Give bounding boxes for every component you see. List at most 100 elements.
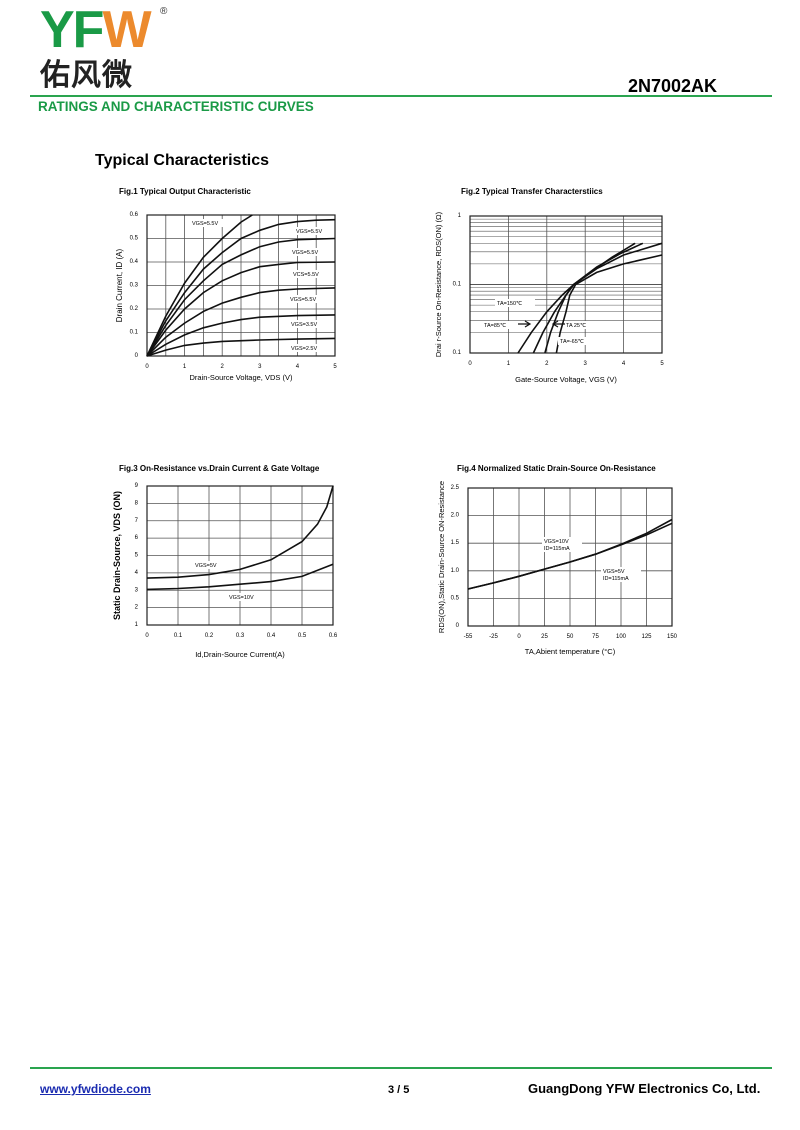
y-tick-label: 0: [456, 623, 460, 629]
series-label: VGS=5.5V: [290, 297, 316, 303]
brand-logo-chinese: 佑风微: [40, 59, 133, 92]
y-tick-label: 0.1: [130, 330, 139, 336]
label-background: [495, 299, 535, 307]
footer-divider: [30, 1067, 772, 1069]
x-tick-label: 0.6: [329, 633, 338, 639]
series-sublabel: ID=115mA: [544, 546, 570, 552]
series-sublabel: ID=115mA: [603, 576, 629, 582]
series-label: TA=85℃: [484, 323, 507, 329]
series-line: [555, 254, 663, 354]
y-tick-label: 1.5: [451, 540, 460, 546]
series-label: VGS=5.5V: [192, 221, 218, 227]
plot-frame: [146, 485, 334, 626]
x-tick-label: 100: [616, 634, 627, 640]
y-tick-label: 4: [135, 570, 139, 576]
x-tick-label: 0: [145, 633, 149, 639]
y-axis-label: Static Drain-Source, VDS (ON): [112, 491, 122, 620]
x-tick-label: 2: [221, 364, 225, 370]
y-tick-label: 0.3: [130, 283, 139, 289]
company-name: GuangDong YFW Electronics Co, Ltd.: [528, 1081, 761, 1096]
label-background: [193, 561, 233, 569]
x-axis-label: Gate-Source Voltage, VGS (V): [515, 375, 617, 384]
figure-title: Fig.4 Normalized Static Drain-Source On-…: [457, 464, 656, 473]
part-number: 2N7002AK: [628, 76, 718, 96]
series-label: TA=-65℃: [560, 339, 585, 345]
y-tick-label: 0.5: [451, 595, 460, 601]
series-label: VGS=5.5V: [296, 229, 322, 235]
series-label: VCS=5.5V: [293, 272, 319, 278]
x-tick-label: 1: [183, 364, 187, 370]
x-axis-label: Id,Drain-Source Current(A): [195, 650, 285, 659]
series-line: [146, 337, 336, 357]
series-line: [146, 563, 334, 591]
x-tick-label: 2: [545, 361, 549, 367]
plot-frame: [467, 487, 673, 627]
series-label: TA 25℃: [566, 323, 587, 329]
page-number: 3 / 5: [388, 1084, 410, 1096]
y-tick-label: 0.6: [130, 212, 139, 218]
label-background: [288, 295, 328, 303]
y-tick-label: 1: [135, 622, 139, 628]
y-axis-label: Drai r-Source On-Resistance, RDS(ON) (Ω): [434, 211, 443, 357]
series-label: VGS=2.5V: [291, 346, 317, 352]
y-tick-label: 0.4: [130, 259, 139, 265]
x-tick-label: 0.2: [205, 633, 214, 639]
label-background: [482, 321, 522, 329]
series-label: TA=150℃: [497, 301, 523, 307]
x-tick-label: 5: [333, 364, 337, 370]
series-label: VGS=5.5V: [292, 250, 318, 256]
y-axis-label: RDS(ON),Static Drain-Source ON-Resistanc…: [437, 481, 446, 633]
x-tick-label: 3: [258, 364, 262, 370]
series-line: [146, 218, 336, 357]
x-tick-label: 0: [517, 634, 521, 640]
arrow-icon: [551, 320, 565, 328]
y-tick-label: 2.0: [451, 513, 460, 519]
y-tick-label: 0.5: [130, 236, 139, 242]
label-background: [558, 337, 598, 345]
x-tick-label: -55: [464, 634, 473, 640]
series-line: [467, 522, 673, 590]
registered-mark: ®: [160, 6, 168, 17]
x-tick-label: 75: [592, 634, 599, 640]
y-tick-label: 2: [135, 605, 139, 611]
series-line: [146, 214, 253, 357]
x-tick-label: 150: [667, 634, 678, 640]
page-heading: Typical Characteristics: [95, 152, 270, 169]
y-tick-label: 2.5: [451, 485, 460, 491]
y-tick-label: 1: [458, 213, 462, 219]
brand-logo: YFW: [40, 1, 152, 59]
plot-frame: [146, 214, 336, 357]
x-axis-label: Drain-Source Voltage, VDS (V): [190, 373, 293, 382]
series-label: VGS=5V: [195, 563, 217, 569]
x-tick-label: 125: [641, 634, 652, 640]
series-line: [146, 287, 336, 357]
x-tick-label: 5: [660, 361, 664, 367]
x-tick-label: 4: [622, 361, 626, 367]
y-tick-label: 0.2: [130, 306, 139, 312]
y-tick-label: 7: [135, 518, 139, 524]
y-tick-label: 9: [135, 483, 139, 489]
x-tick-label: 0.5: [298, 633, 307, 639]
x-tick-label: 0: [468, 361, 472, 367]
series-label: VGS=10V: [229, 595, 254, 601]
section-title: RATINGS AND CHARACTERISTIC CURVES: [38, 99, 314, 114]
plot-frame: [469, 215, 663, 354]
y-tick-label: 6: [135, 535, 139, 541]
x-tick-label: 1: [507, 361, 511, 367]
series-line: [146, 261, 336, 357]
series-line: [146, 237, 336, 357]
y-tick-label: 0: [135, 353, 139, 359]
header-divider: [30, 95, 772, 97]
label-background: [542, 537, 582, 552]
series-label: VGS=3.5V: [291, 322, 317, 328]
website-link[interactable]: www.yfwdiode.com: [40, 1082, 151, 1096]
x-tick-label: 4: [296, 364, 300, 370]
x-tick-label: 25: [541, 634, 548, 640]
x-tick-label: -25: [489, 634, 498, 640]
figure-title: Fig.2 Typical Transfer Characterstiics: [461, 187, 603, 196]
y-tick-label: 0.1: [453, 350, 462, 356]
